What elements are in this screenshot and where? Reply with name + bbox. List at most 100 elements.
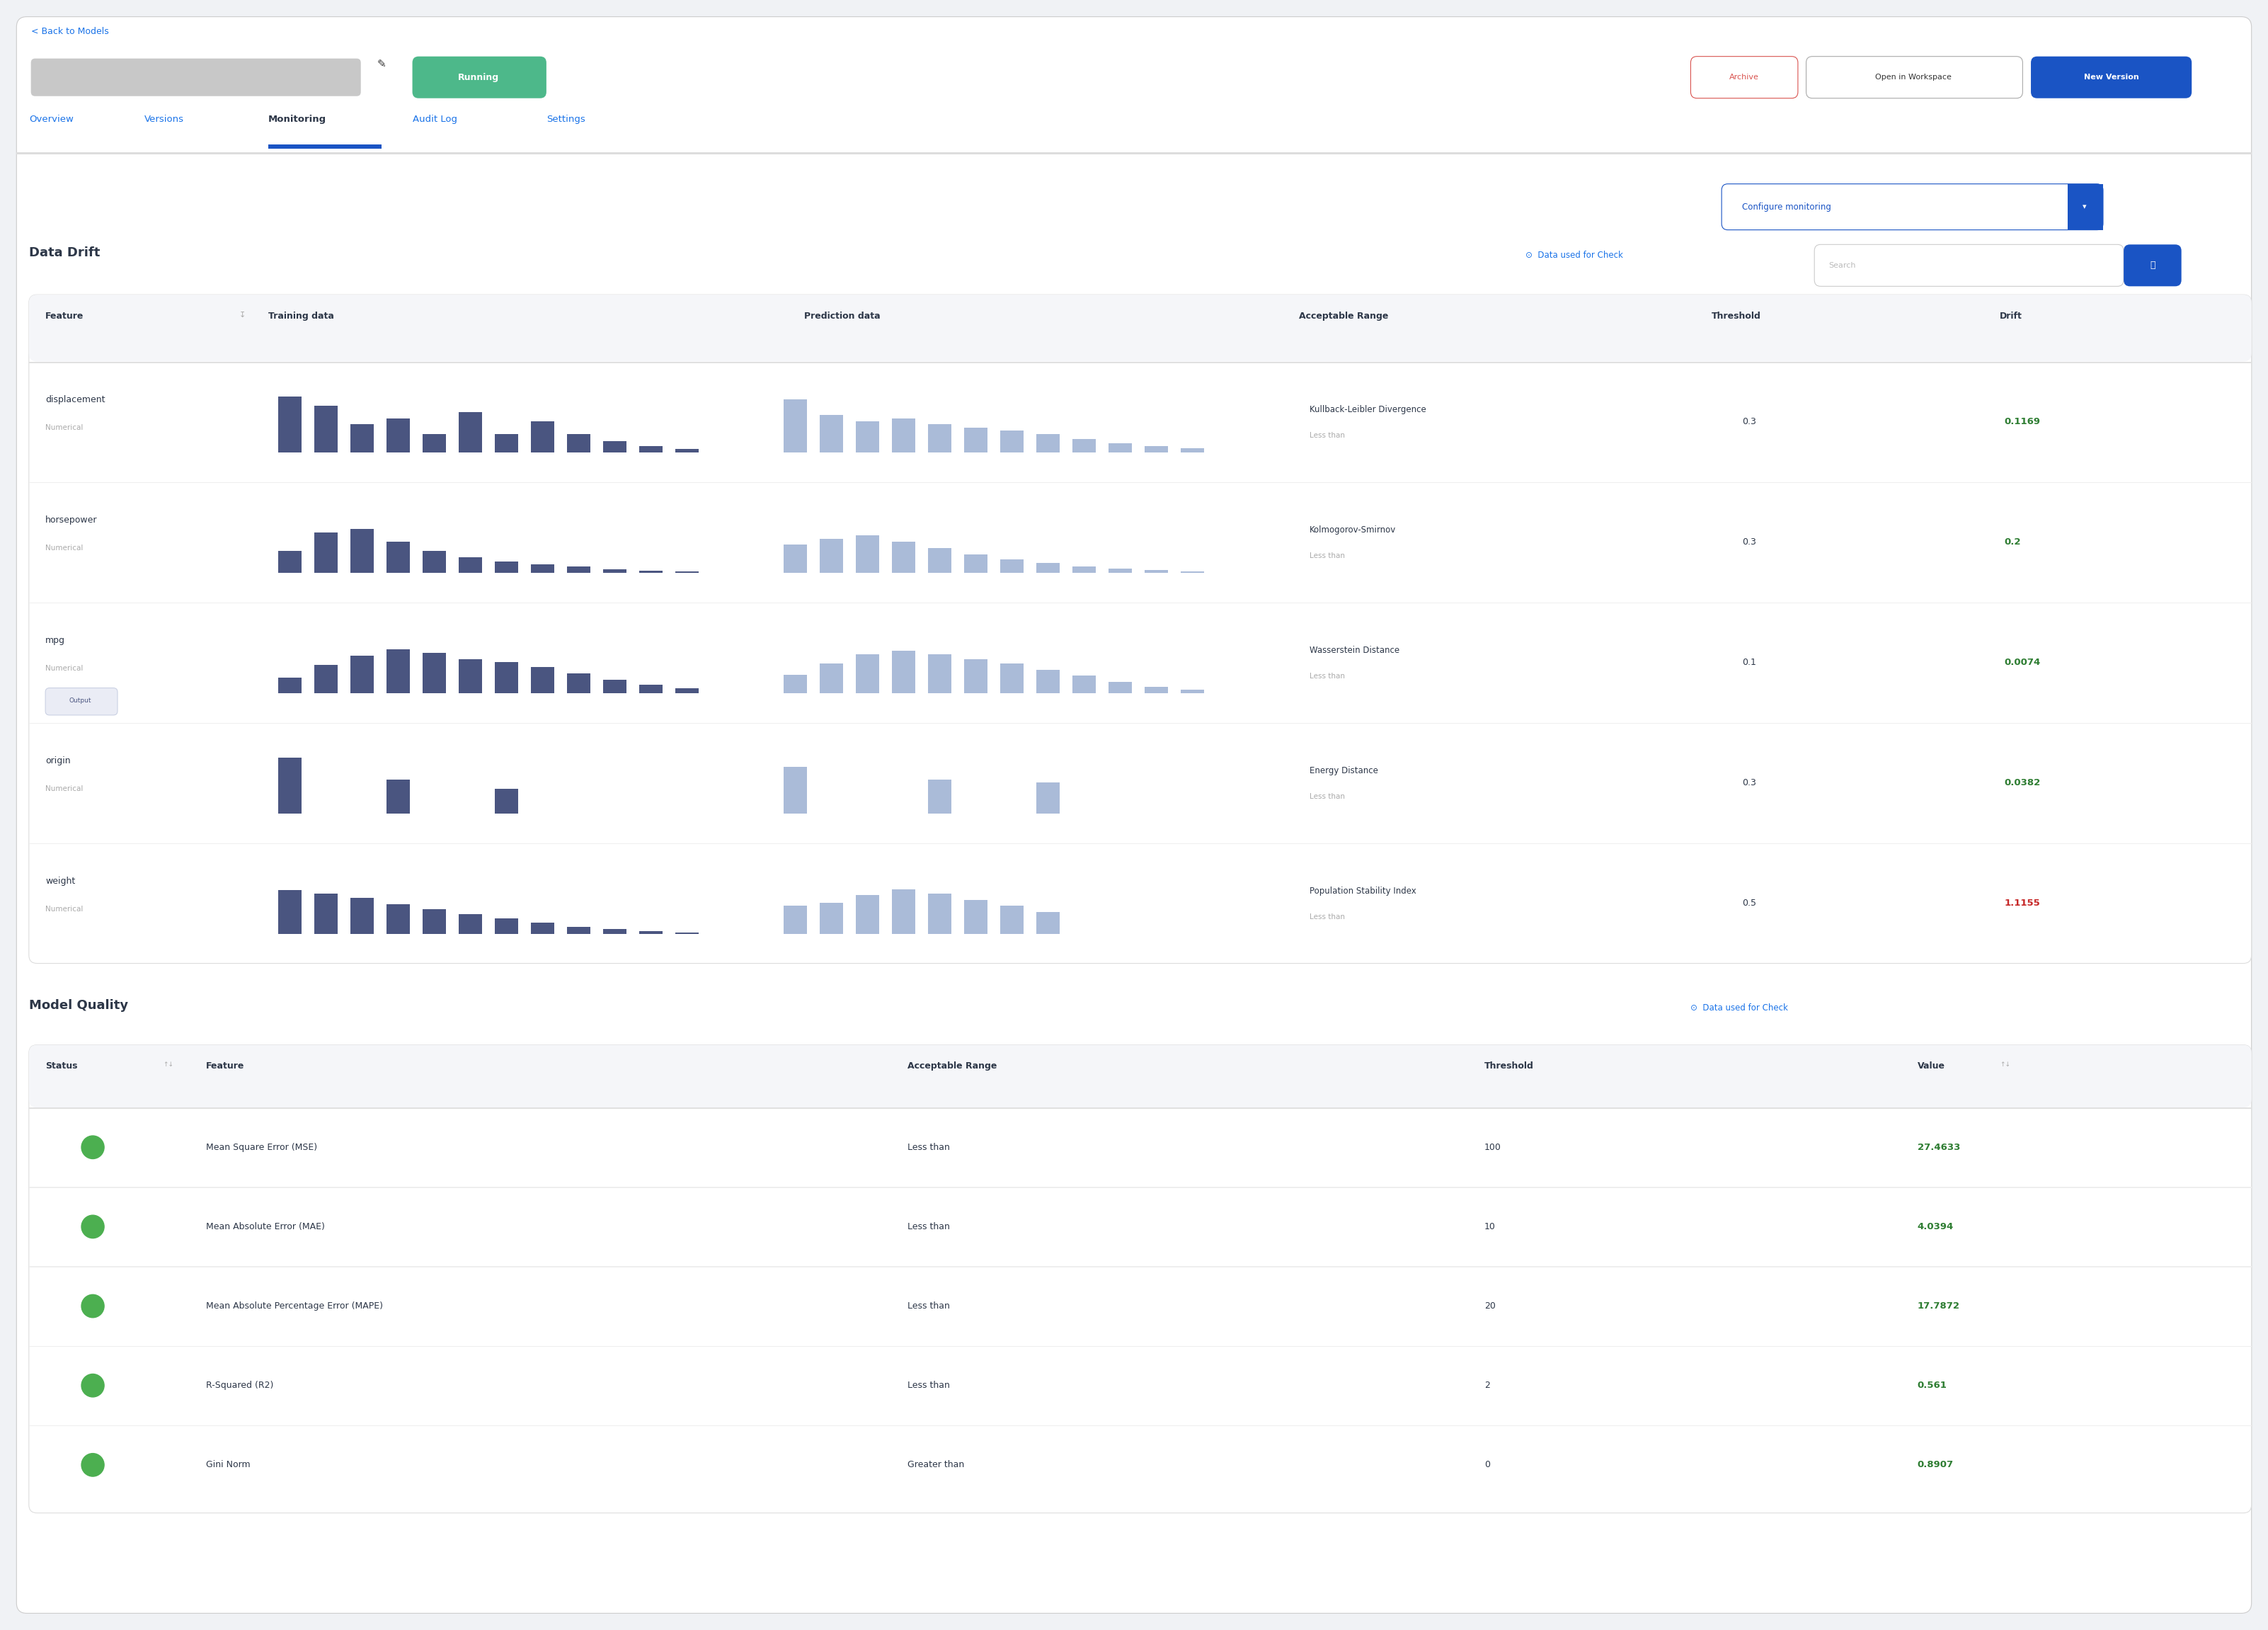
Text: Prediction data: Prediction data (805, 311, 880, 321)
Text: Population Stability Index: Population Stability Index (1309, 887, 1415, 895)
Text: ⌕: ⌕ (2150, 261, 2155, 271)
Bar (567, 567, 590, 574)
Text: Mean Absolute Percentage Error (MAPE): Mean Absolute Percentage Error (MAPE) (206, 1301, 383, 1311)
Text: Less than: Less than (907, 1381, 950, 1390)
Text: Data Drift: Data Drift (29, 246, 100, 259)
Bar (531, 564, 553, 574)
Bar (1036, 913, 1059, 934)
Text: 0.1: 0.1 (1742, 659, 1755, 667)
Text: Threshold: Threshold (1712, 311, 1760, 321)
Bar (676, 688, 699, 693)
FancyBboxPatch shape (1805, 57, 2023, 98)
Text: Acceptable Range: Acceptable Range (907, 1061, 996, 1071)
Bar (567, 434, 590, 453)
Bar (964, 427, 987, 453)
Bar (567, 926, 590, 934)
Text: Audit Log: Audit Log (413, 116, 456, 124)
Bar (819, 416, 844, 453)
Text: origin: origin (45, 756, 70, 764)
Text: Kullback-Leibler Divergence: Kullback-Leibler Divergence (1309, 404, 1427, 414)
Circle shape (82, 1294, 104, 1317)
Text: Gini Norm: Gini Norm (206, 1460, 249, 1470)
Text: Less than: Less than (907, 1301, 950, 1311)
Text: ↑↓: ↑↓ (2000, 1061, 2009, 1068)
FancyBboxPatch shape (1814, 244, 2123, 287)
Bar (819, 663, 844, 693)
Text: 0.5: 0.5 (1742, 898, 1755, 908)
Text: Energy Distance: Energy Distance (1309, 766, 1379, 776)
Bar (819, 538, 844, 574)
Bar (603, 442, 626, 453)
Text: Search: Search (1828, 262, 1855, 269)
Text: 10: 10 (1486, 1222, 1497, 1231)
Text: 17.7872: 17.7872 (1916, 1301, 1960, 1311)
Text: 0.2: 0.2 (2005, 538, 2021, 546)
Bar (386, 541, 411, 574)
Bar (603, 569, 626, 574)
Bar (531, 421, 553, 453)
Bar (891, 650, 916, 693)
Bar (494, 562, 519, 574)
Text: Running: Running (458, 73, 499, 82)
Text: 0.0074: 0.0074 (2005, 659, 2041, 667)
Bar (494, 434, 519, 453)
Bar (891, 541, 916, 574)
Bar (640, 685, 662, 693)
Text: Less than: Less than (1309, 794, 1345, 800)
Text: Kolmogorov-Smirnov: Kolmogorov-Smirnov (1309, 525, 1395, 535)
Bar (928, 424, 950, 453)
Bar (315, 533, 338, 574)
Text: ⊙  Data used for Check: ⊙ Data used for Check (1526, 251, 1624, 259)
Bar (928, 655, 950, 693)
Text: Feature: Feature (45, 311, 84, 321)
Bar (1145, 688, 1168, 693)
Text: 0.1169: 0.1169 (2005, 417, 2041, 427)
Text: Settings: Settings (547, 116, 585, 124)
Text: Less than: Less than (1309, 432, 1345, 438)
Text: Monitoring: Monitoring (268, 116, 327, 124)
Bar (1179, 448, 1204, 453)
Text: 0.0382: 0.0382 (2005, 778, 2041, 787)
Bar (268, 143, 381, 148)
Bar (315, 665, 338, 693)
Text: ▾: ▾ (2082, 204, 2087, 210)
Bar (279, 758, 302, 813)
Text: Numerical: Numerical (45, 544, 84, 551)
Text: 0.3: 0.3 (1742, 417, 1755, 427)
Bar (422, 910, 447, 934)
Text: Less than: Less than (1309, 553, 1345, 559)
Text: 0.3: 0.3 (1742, 538, 1755, 546)
Text: ↑↓: ↑↓ (163, 1061, 172, 1068)
Text: 1.1155: 1.1155 (2005, 898, 2039, 908)
Bar (315, 406, 338, 453)
Bar (458, 557, 483, 574)
Bar (782, 766, 807, 813)
Bar (494, 789, 519, 813)
Bar (2068, 184, 2102, 230)
Bar (964, 554, 987, 574)
Bar (1000, 430, 1023, 453)
Text: displacement: displacement (45, 394, 104, 404)
Bar (279, 551, 302, 574)
Bar (855, 895, 880, 934)
Text: Status: Status (45, 1061, 77, 1071)
Bar (1179, 689, 1204, 693)
Bar (782, 399, 807, 453)
Bar (1109, 569, 1132, 574)
Bar (352, 424, 374, 453)
Bar (676, 448, 699, 453)
Text: 2: 2 (1486, 1381, 1490, 1390)
Bar (891, 419, 916, 453)
Text: 0.561: 0.561 (1916, 1381, 1948, 1390)
Text: Numerical: Numerical (45, 786, 84, 792)
Text: Versions: Versions (145, 116, 184, 124)
Text: Feature: Feature (206, 1061, 245, 1071)
Bar (1000, 663, 1023, 693)
Text: ↧: ↧ (238, 311, 245, 318)
Bar (531, 667, 553, 693)
Text: 0.3: 0.3 (1742, 778, 1755, 787)
FancyBboxPatch shape (413, 57, 547, 98)
Bar (1073, 438, 1095, 453)
Bar (494, 918, 519, 934)
Bar (352, 898, 374, 934)
